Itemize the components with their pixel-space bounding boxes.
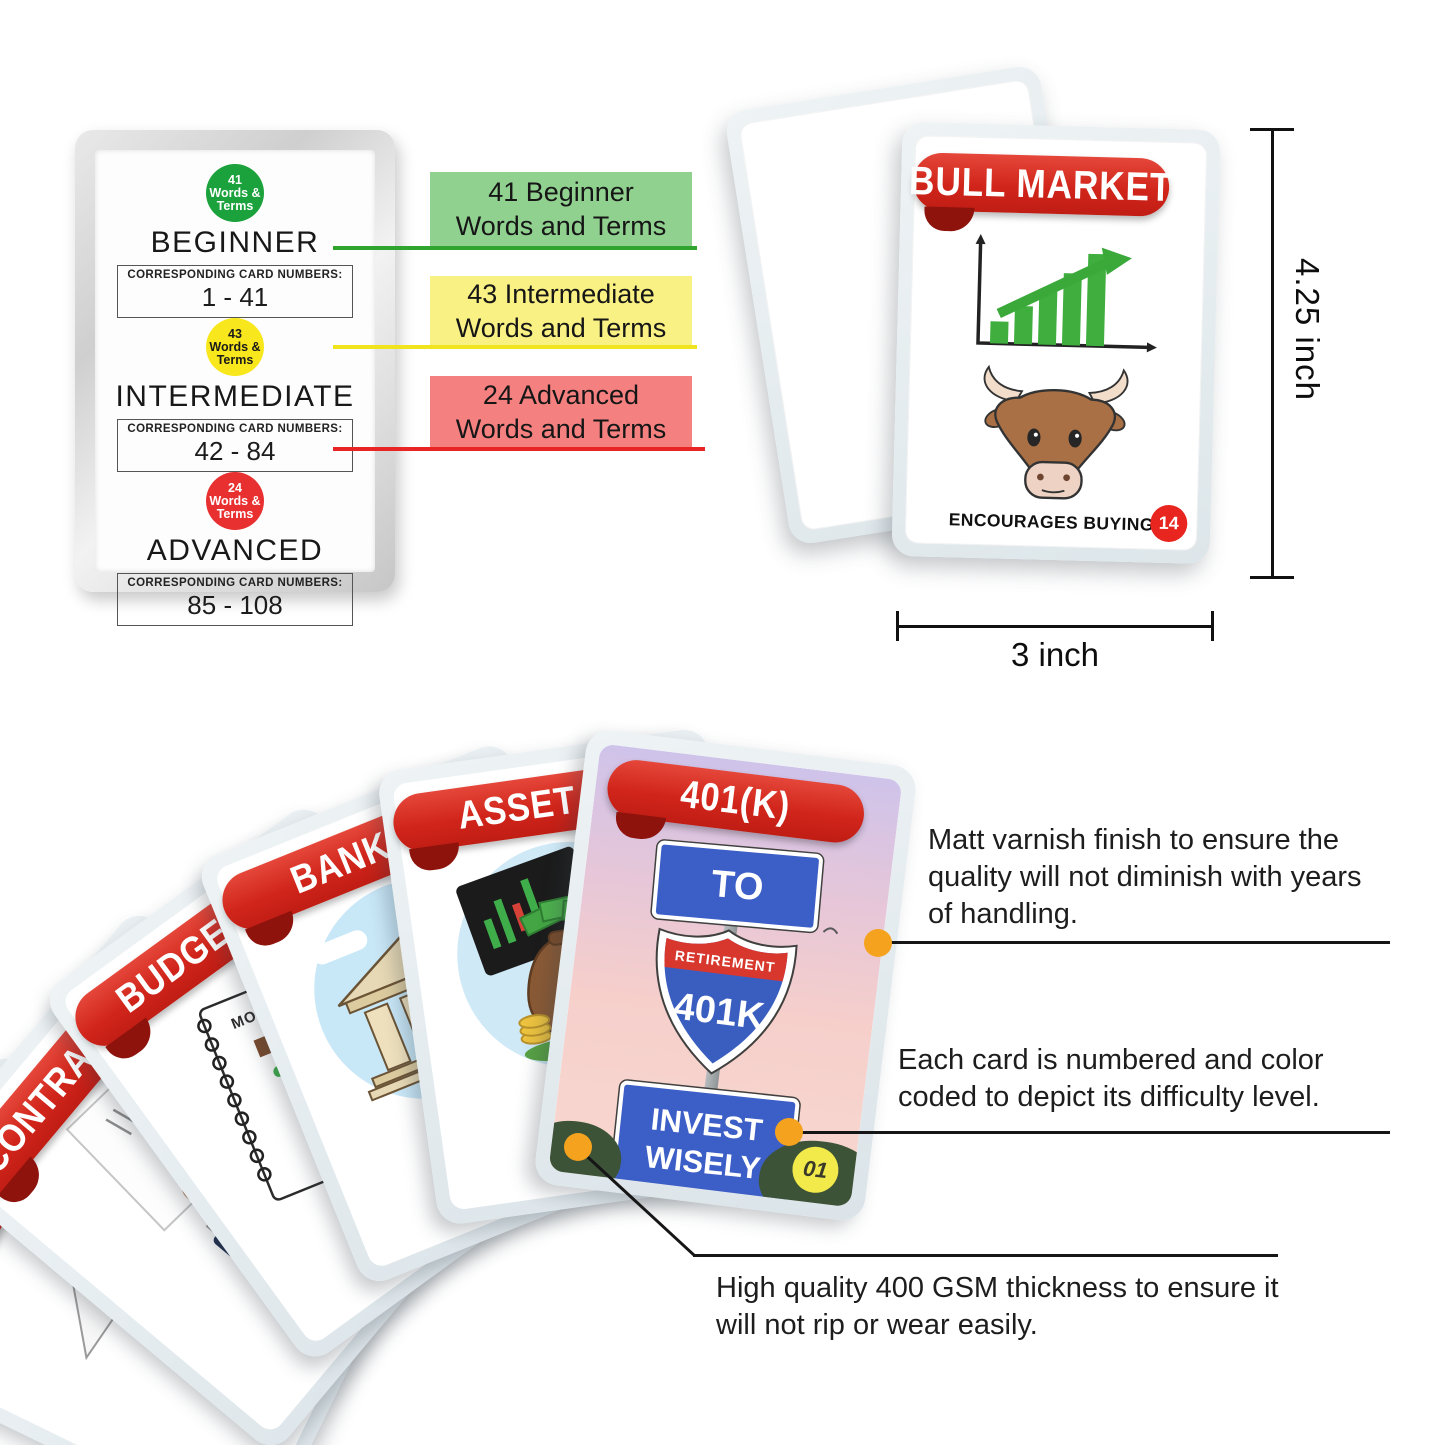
level-beginner: 41 Words & Terms BEGINNER CORRESPONDING … bbox=[95, 164, 375, 318]
level-name: ADVANCED bbox=[146, 534, 324, 567]
chip-line1: 24 Advanced bbox=[482, 379, 640, 410]
advanced-connector-line bbox=[333, 447, 705, 451]
numbering-leader-line bbox=[795, 1131, 1390, 1134]
card-number-box: CORRESPONDING CARD NUMBERS: 1 - 41 bbox=[117, 265, 353, 318]
thickness-leader-line bbox=[693, 1254, 1278, 1257]
height-dimension-cap-top bbox=[1250, 128, 1294, 131]
badge-count: 41 bbox=[228, 172, 242, 187]
retirement-401k-shield: RETIREMENT 401K bbox=[651, 927, 798, 1075]
ribbon-title: ASSET bbox=[455, 778, 580, 838]
annotation-line: of handling. bbox=[928, 898, 1078, 930]
intermediate-badge: 43 Words & Terms bbox=[206, 318, 264, 376]
chip-line1: 43 Intermediate bbox=[467, 278, 655, 309]
bull-market-ribbon: BULL MARKET bbox=[909, 152, 1173, 217]
height-dimension-line bbox=[1271, 129, 1274, 578]
bull-illustration bbox=[983, 364, 1129, 500]
thickness-callout-dot bbox=[564, 1133, 592, 1161]
width-dimension-cap-right bbox=[1211, 611, 1214, 641]
badge-terms: Terms bbox=[216, 506, 254, 521]
width-dimension-line bbox=[897, 625, 1213, 628]
box-title: CORRESPONDING CARD NUMBERS: bbox=[127, 423, 343, 435]
to-sign: TO bbox=[651, 840, 824, 933]
advanced-badge: 24 Words & Terms bbox=[206, 472, 264, 530]
width-dimension-cap-left bbox=[896, 611, 899, 641]
fan-card-401k: TO RETIREMENT 401K INVEST WISELY bbox=[532, 727, 919, 1223]
annotation-line: Matt varnish finish to ensure the bbox=[928, 824, 1340, 856]
badge-terms: Terms bbox=[216, 352, 254, 367]
varnish-leader-line bbox=[884, 941, 1390, 944]
beginner-connector-line bbox=[333, 246, 697, 250]
growth-chart-illustration bbox=[975, 233, 1157, 353]
chip-line2: Words and Terms bbox=[455, 211, 667, 241]
level-advanced: 24 Words & Terms ADVANCED CORRESPONDING … bbox=[95, 472, 375, 626]
annotation-line: will not rip or wear easily. bbox=[716, 1309, 1038, 1341]
numbering-callout-dot bbox=[775, 1118, 803, 1146]
to-sign-text: TO bbox=[709, 862, 766, 909]
card-number-box: CORRESPONDING CARD NUMBERS: 85 - 108 bbox=[117, 573, 353, 626]
card-number-box: CORRESPONDING CARD NUMBERS: 42 - 84 bbox=[117, 419, 353, 472]
annotation-line: High quality 400 GSM thickness to ensure… bbox=[716, 1272, 1279, 1304]
intermediate-label-chip: 43 Intermediate Words and Terms bbox=[430, 276, 692, 345]
chip-line1: 41 Beginner bbox=[488, 177, 634, 207]
badge-count: 24 bbox=[228, 480, 242, 495]
badge-count: 43 bbox=[228, 326, 242, 341]
box-range: 42 - 84 bbox=[194, 436, 276, 466]
ribbon-title: BULL MARKET bbox=[909, 158, 1174, 210]
varnish-callout-dot bbox=[864, 929, 892, 957]
beginner-badge: 41 Words & Terms bbox=[206, 164, 264, 222]
box-range: 1 - 41 bbox=[201, 282, 269, 312]
advanced-label-chip: 24 Advanced Words and Terms bbox=[430, 376, 692, 447]
badge-words: Words & bbox=[209, 493, 261, 508]
badge-terms: Terms bbox=[216, 198, 254, 213]
annotation-line: coded to depict its difficulty level. bbox=[898, 1081, 1320, 1113]
card-number-badge: 14 bbox=[1149, 504, 1188, 543]
thickness-annotation: High quality 400 GSM thickness to ensure… bbox=[716, 1270, 1279, 1344]
level-intermediate: 43 Words & Terms INTERMEDIATE CORRESPOND… bbox=[95, 318, 375, 472]
box-range: 85 - 108 bbox=[187, 590, 283, 620]
difficulty-reference-card: 41 Words & Terms BEGINNER CORRESPONDING … bbox=[75, 130, 395, 626]
chip-line2: Words and Terms bbox=[455, 413, 667, 444]
annotation-line: quality will not diminish with years bbox=[928, 861, 1362, 893]
bull-card-face: ENCOURAGES BUYING 14 bbox=[904, 135, 1208, 551]
width-dimension-label: 3 inch bbox=[1010, 636, 1100, 673]
chip-line2: Words and Terms bbox=[455, 312, 667, 343]
height-dimension-cap-bottom bbox=[1250, 576, 1294, 579]
level-name: INTERMEDIATE bbox=[115, 380, 355, 413]
numbering-annotation: Each card is numbered and color coded to… bbox=[898, 1042, 1324, 1116]
height-dimension-label: 4.25 inch bbox=[1289, 258, 1326, 401]
intermediate-connector-line bbox=[333, 345, 697, 349]
level-name: BEGINNER bbox=[150, 226, 320, 259]
badge-words: Words & bbox=[209, 185, 261, 200]
box-title: CORRESPONDING CARD NUMBERS: bbox=[127, 269, 343, 281]
beginner-label-chip: 41 Beginner Words and Terms bbox=[430, 172, 692, 246]
box-title: CORRESPONDING CARD NUMBERS: bbox=[127, 577, 343, 589]
badge-words: Words & bbox=[209, 339, 261, 354]
401k-card-face: TO RETIREMENT 401K INVEST WISELY bbox=[548, 743, 903, 1208]
reference-card-face: 41 Words & Terms BEGINNER CORRESPONDING … bbox=[95, 150, 375, 626]
ribbon-title: 401(K) bbox=[678, 772, 794, 829]
bull-market-card: ENCOURAGES BUYING 14 BULL MARKET bbox=[891, 121, 1221, 565]
annotation-line: Each card is numbered and color bbox=[898, 1044, 1324, 1076]
varnish-annotation: Matt varnish finish to ensure the qualit… bbox=[928, 822, 1362, 933]
